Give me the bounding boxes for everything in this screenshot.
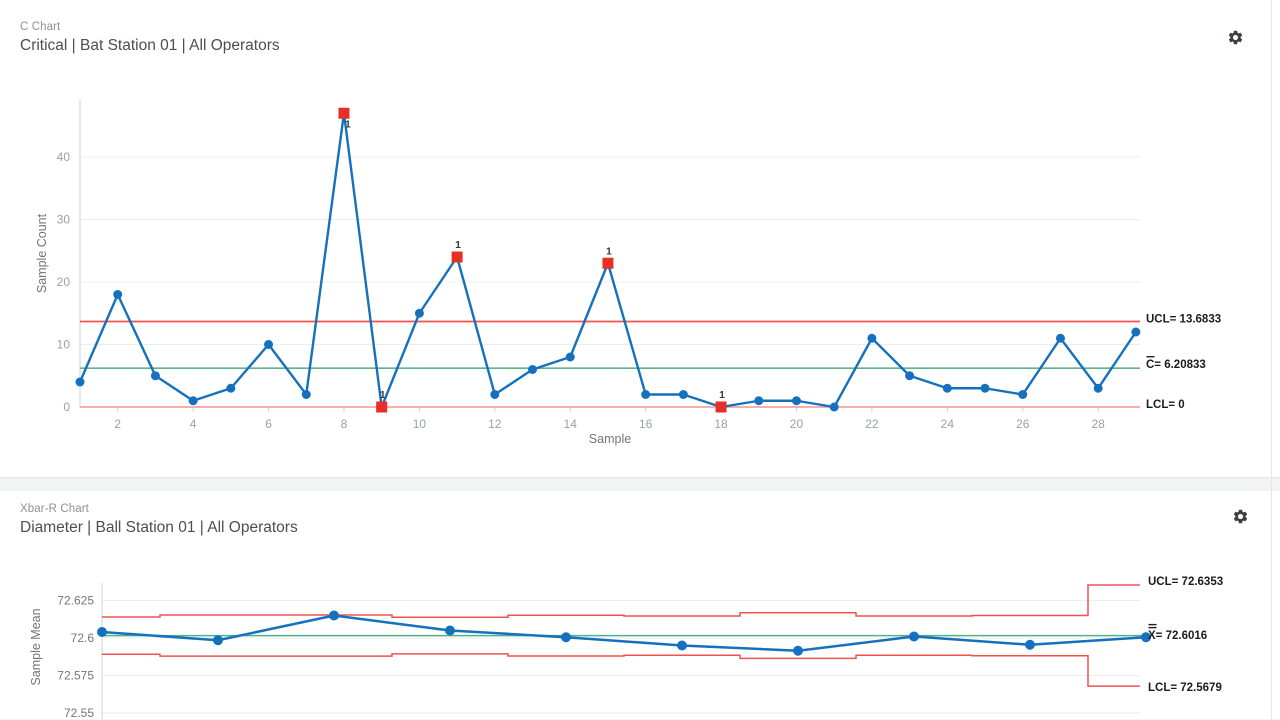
control-limit-label: LCL= 0 bbox=[1146, 399, 1185, 411]
data-point[interactable] bbox=[641, 390, 651, 399]
y-tick-label: 72.625 bbox=[57, 594, 94, 608]
x-tick-label: 2 bbox=[114, 417, 121, 431]
x-tick-label: 14 bbox=[564, 417, 578, 431]
chart-title: Critical | Bat Station 01 | All Operator… bbox=[20, 37, 280, 54]
violation-annotation: 1 bbox=[345, 118, 351, 130]
data-point[interactable] bbox=[1141, 632, 1151, 643]
violation-annotation: 1 bbox=[455, 239, 461, 251]
data-point[interactable] bbox=[213, 635, 223, 646]
c-chart-card: C Chart Critical | Bat Station 01 | All … bbox=[0, 0, 1280, 478]
data-point[interactable] bbox=[793, 645, 803, 656]
chart-title: Diameter | Ball Station 01 | All Operato… bbox=[20, 519, 298, 536]
data-point[interactable] bbox=[445, 625, 455, 636]
control-limit-label: C= 6.20833 bbox=[1146, 359, 1206, 371]
data-point[interactable] bbox=[1055, 333, 1065, 343]
data-point[interactable] bbox=[867, 333, 877, 343]
violation-annotation: 1 bbox=[606, 245, 612, 257]
data-point[interactable] bbox=[414, 308, 424, 318]
series-line bbox=[101, 614, 1147, 652]
x-tick-label: 12 bbox=[488, 417, 502, 431]
x-tick-label: 18 bbox=[714, 417, 728, 431]
data-point[interactable] bbox=[980, 383, 990, 393]
control-limit-label: X= 72.6016 bbox=[1148, 630, 1207, 642]
x-tick-label: 22 bbox=[865, 417, 879, 431]
x-tick-label: 28 bbox=[1091, 417, 1105, 431]
x-tick-label: 4 bbox=[190, 417, 197, 431]
data-point[interactable] bbox=[678, 390, 688, 399]
chart-type-label: C Chart bbox=[20, 21, 61, 33]
data-point[interactable] bbox=[490, 390, 500, 399]
chart-type-label: Xbar-R Chart bbox=[20, 503, 89, 515]
gear-icon bbox=[1233, 509, 1247, 524]
violation-point[interactable] bbox=[376, 401, 388, 413]
x-tick-label: 8 bbox=[341, 417, 348, 431]
data-point[interactable] bbox=[1025, 639, 1035, 650]
control-limit-label: UCL= 13.6833 bbox=[1146, 313, 1221, 325]
y-tick-label: 30 bbox=[57, 213, 71, 227]
data-point[interactable] bbox=[909, 631, 919, 642]
settings-gear-icon[interactable] bbox=[1224, 28, 1246, 50]
x-tick-label: 6 bbox=[265, 417, 272, 431]
right-edge-divider bbox=[1271, 0, 1272, 720]
data-point[interactable] bbox=[150, 371, 160, 381]
y-tick-label: 0 bbox=[63, 400, 70, 414]
y-axis-title: Sample Mean bbox=[29, 608, 43, 685]
violation-point[interactable] bbox=[451, 251, 463, 263]
data-point[interactable] bbox=[942, 383, 952, 393]
y-tick-label: 20 bbox=[57, 275, 71, 289]
settings-gear-icon[interactable] bbox=[1229, 507, 1251, 529]
x-tick-label: 24 bbox=[941, 417, 955, 431]
y-tick-label: 72.575 bbox=[57, 669, 94, 683]
c-chart-header: C Chart Critical | Bat Station 01 | All … bbox=[20, 21, 280, 55]
x-tick-label: 16 bbox=[639, 417, 653, 431]
data-point[interactable] bbox=[97, 627, 107, 637]
y-tick-label: 72.6 bbox=[71, 631, 95, 645]
data-point[interactable] bbox=[565, 352, 575, 362]
violation-point[interactable] bbox=[602, 257, 614, 269]
data-point[interactable] bbox=[301, 390, 311, 399]
x-tick-label: 10 bbox=[413, 417, 427, 431]
data-point[interactable] bbox=[113, 290, 123, 299]
data-point[interactable] bbox=[188, 396, 198, 406]
violation-point[interactable] bbox=[715, 401, 727, 413]
data-point[interactable] bbox=[329, 610, 339, 621]
y-tick-label: 40 bbox=[57, 150, 71, 164]
gear-icon bbox=[1228, 30, 1242, 45]
y-tick-label: 10 bbox=[57, 338, 71, 352]
y-axis-title: Sample Count bbox=[35, 213, 49, 293]
xbar-chart-canvas: 72.625 72.6 72.575 72.55 Sample Mean UCL= 72.… bbox=[29, 576, 1223, 719]
x-axis-title: Sample bbox=[589, 432, 631, 446]
violation-annotation: 1 bbox=[719, 389, 725, 401]
data-point[interactable] bbox=[1018, 390, 1028, 399]
data-point[interactable] bbox=[561, 632, 571, 643]
c-chart-canvas: 2 4 6 8 10 12 14 16 18 20 22 24 26 28010203040Sample … bbox=[35, 100, 1221, 446]
data-point[interactable] bbox=[677, 640, 687, 651]
data-point[interactable] bbox=[791, 396, 801, 406]
lcl-step-line bbox=[102, 653, 1140, 687]
x-tick-label: 20 bbox=[790, 417, 804, 431]
data-point[interactable] bbox=[226, 383, 236, 393]
data-point[interactable] bbox=[75, 377, 85, 387]
data-point[interactable] bbox=[754, 396, 764, 406]
y-tick-label: 72.55 bbox=[64, 706, 94, 719]
control-limit-label: LCL= 72.5679 bbox=[1148, 682, 1222, 694]
data-point[interactable] bbox=[1093, 383, 1103, 393]
violation-annotation: 1 bbox=[380, 389, 386, 401]
violation-point[interactable] bbox=[338, 107, 350, 119]
x-tick-label: 26 bbox=[1016, 417, 1030, 431]
control-limit-label: UCL= 72.6353 bbox=[1148, 576, 1223, 588]
xbar-chart-card: Xbar-R Chart Diameter | Ball Station 01 … bbox=[0, 491, 1280, 719]
ucl-step-line bbox=[102, 584, 1140, 619]
data-point[interactable] bbox=[905, 371, 915, 381]
xbar-chart-header: Xbar-R Chart Diameter | Ball Station 01 … bbox=[20, 503, 298, 537]
data-point[interactable] bbox=[264, 340, 274, 349]
data-point[interactable] bbox=[829, 402, 839, 412]
data-point[interactable] bbox=[1131, 327, 1141, 337]
data-point[interactable] bbox=[528, 365, 538, 374]
